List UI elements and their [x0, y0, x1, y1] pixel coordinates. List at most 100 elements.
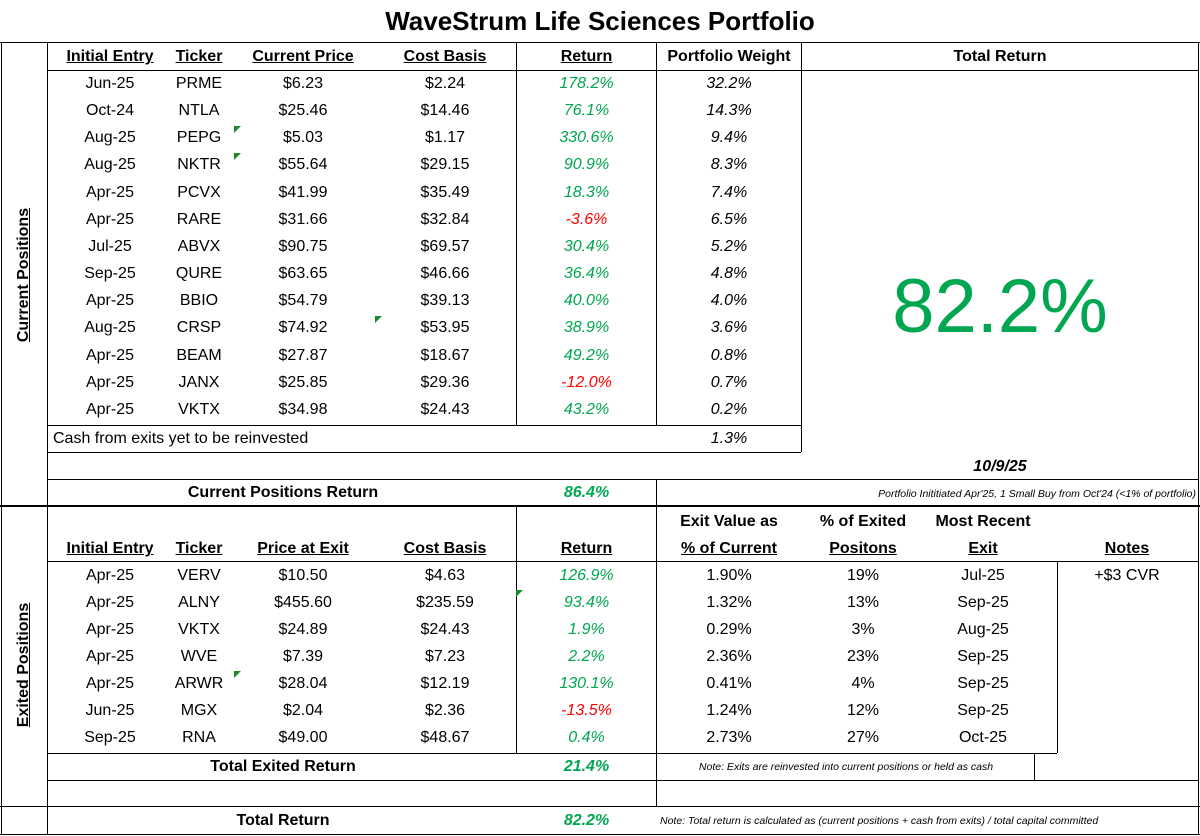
cash-label: Cash from exits yet to be reinvested [53, 430, 309, 447]
current-row-entry: Sep-25 [84, 265, 136, 283]
current-row-price: $34.98 [278, 400, 328, 418]
current-row-price: $27.87 [278, 346, 328, 364]
exited-row-exit-value: 1.90% [706, 567, 752, 584]
exited-row-ret: 126.9% [559, 567, 614, 584]
current-return-value: 86.4% [563, 484, 610, 501]
cell-comment-flag [234, 671, 241, 678]
current-header-rule [47, 70, 1198, 71]
current-row-weight: 0.8% [710, 346, 748, 364]
current-row-entry: Apr-25 [85, 400, 135, 418]
current-row-entry: Apr-25 [85, 373, 135, 391]
exited-col-header-initial-entry: Initial Entry [66, 540, 154, 557]
exited-col-header-notes: Notes [1104, 540, 1150, 557]
exited-row-exit-value: 1.32% [706, 594, 752, 611]
exited-row-ret: 93.4% [563, 594, 610, 611]
current-rows-bottom-rule [47, 425, 801, 426]
current-row-cost: $53.95 [420, 319, 470, 337]
exited-row-cost: $12.19 [420, 675, 470, 692]
exited-row-exit-value: 2.36% [706, 648, 752, 665]
title-rule [0, 42, 1200, 43]
exited-col-header-exit-value-2: % of Current [681, 540, 777, 557]
exited-col-header-pct-1: % of Exited [819, 513, 907, 530]
current-row-ret: 43.2% [563, 400, 610, 418]
current-row-weight: 14.3% [706, 102, 752, 120]
col-header-current-price: Current Price [252, 48, 354, 65]
current-row-ret: 30.4% [563, 237, 610, 255]
page-title: WaveStrum Life Sciences Portfolio [385, 6, 815, 36]
exited-row-ret: 130.1% [559, 675, 614, 692]
col-header-ticker: Ticker [175, 48, 223, 65]
exited-col-header-price-at-exit: Price at Exit [257, 540, 349, 557]
exited-row-notes [1058, 725, 1196, 751]
exited-row-notes [1058, 644, 1196, 670]
current-row-ticker: VKTX [178, 400, 220, 418]
current-row-ret: 90.9% [563, 156, 610, 174]
exited-positions-label: Exited Positions [15, 602, 32, 728]
left-border [1, 42, 2, 834]
exited-row-cost: $2.36 [424, 702, 466, 719]
exited-row-entry: Apr-25 [85, 594, 135, 611]
exited-row-entry: Apr-25 [85, 648, 135, 665]
current-row-ret: -12.0% [561, 373, 612, 391]
exited-row-pct: 3% [851, 621, 875, 638]
exited-row-cost: $235.59 [416, 594, 474, 611]
current-row-weight: 9.4% [710, 129, 748, 147]
current-row-weight: 8.3% [710, 156, 748, 174]
current-row-weight: 4.8% [710, 265, 748, 283]
current-row-ret: 36.4% [563, 265, 610, 283]
current-row-price: $63.65 [278, 265, 328, 283]
current-row-weight: 6.5% [710, 210, 748, 228]
portfolio-initiated-note: Portfolio Inititiated Apr'25, 1 Small Bu… [878, 488, 1196, 500]
current-row-weight: 7.4% [710, 183, 748, 201]
cash-row-bottom-rule [47, 452, 801, 453]
exited-row-notes [1058, 698, 1196, 724]
exited-row-cost: $4.63 [424, 567, 466, 584]
current-positions-label: Current Positions [15, 207, 32, 343]
exited-row-price: $7.39 [282, 648, 324, 665]
side-label-divider [47, 42, 48, 834]
current-row-entry: Jul-25 [88, 237, 132, 255]
current-row-ticker: BBIO [179, 292, 219, 310]
exited-row-recent: Aug-25 [957, 621, 1009, 638]
current-row-entry: Apr-25 [85, 183, 135, 201]
exited-note-box-right [1034, 753, 1035, 780]
exited-col-header-exit-value-1: Exit Value as [680, 513, 778, 530]
current-row-cost: $24.43 [420, 400, 470, 418]
cell-comment-flag [234, 153, 241, 160]
exited-row-exit-value: 0.41% [706, 675, 752, 692]
exited-return-right-rule [656, 505, 657, 807]
exited-row-notes [1058, 590, 1196, 616]
exited-row-ticker: RNA [182, 729, 216, 746]
exited-row-exit-value: 1.24% [706, 702, 752, 719]
exited-row-pct: 4% [851, 675, 875, 692]
current-row-cost: $69.57 [420, 237, 470, 255]
current-row-ret: 330.6% [559, 129, 614, 147]
current-row-weight: 4.0% [710, 292, 748, 310]
current-row-cost: $32.84 [420, 210, 470, 228]
current-row-price: $25.85 [278, 373, 328, 391]
current-row-ticker: QURE [175, 265, 223, 283]
current-row-entry: Apr-25 [85, 292, 135, 310]
current-row-ticker: JANX [178, 373, 220, 391]
exited-row-notes [1058, 671, 1196, 697]
current-row-weight: 0.2% [710, 400, 748, 418]
current-row-cost: $35.49 [420, 183, 470, 201]
current-row-cost: $1.17 [424, 129, 466, 147]
exited-row-ret: 0.4% [568, 729, 605, 746]
current-row-price: $54.79 [278, 292, 328, 310]
right-border [1198, 42, 1199, 834]
current-row-ticker: CRSP [176, 319, 222, 337]
current-return-box-rule [656, 479, 657, 506]
current-row-ret: 49.2% [563, 346, 610, 364]
current-row-ret: 40.0% [563, 292, 610, 310]
cash-weight: 1.3% [710, 430, 748, 447]
current-row-ticker: PCVX [177, 183, 221, 201]
exited-row-pct: 27% [846, 729, 880, 746]
exited-row-pct: 23% [846, 648, 880, 665]
current-row-ticker: BEAM [176, 346, 222, 364]
col-header-initial-entry: Initial Entry [66, 48, 154, 65]
col-header-total-return: Total Return [953, 48, 1047, 65]
exited-row-ticker: VERV [177, 567, 221, 584]
total-return-label: Total Return [236, 812, 330, 829]
current-row-cost: $29.36 [420, 373, 470, 391]
